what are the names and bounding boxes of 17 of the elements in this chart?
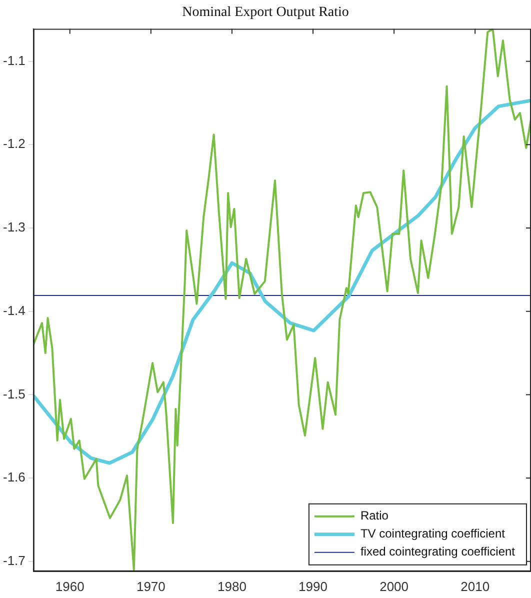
x-tick-label: 2000	[380, 578, 408, 594]
y-tick-label: -1.1	[2, 52, 26, 68]
legend-label: Ratio	[360, 508, 389, 523]
legend-label: TV cointegrating coefficient	[360, 526, 506, 541]
y-tick-label: -1.2	[2, 136, 26, 152]
y-tick-label: -1.6	[2, 470, 26, 485]
x-tick-label: 1980	[217, 578, 246, 594]
x-tick-label: 1990	[298, 578, 328, 594]
x-tick-label: 1960	[55, 578, 84, 594]
chart-title: Nominal Export Output Ratio	[182, 5, 349, 20]
x-tick-label: 2010	[460, 578, 490, 594]
x-tick-label: 1970	[136, 578, 166, 594]
legend-label: fixed cointegrating coefficient	[360, 544, 516, 559]
y-tick-label: -1.4	[2, 302, 26, 318]
y-tick-label: -1.3	[2, 220, 26, 235]
y-tick-label: -1.5	[2, 386, 26, 402]
y-tick-label: -1.7	[2, 552, 26, 568]
